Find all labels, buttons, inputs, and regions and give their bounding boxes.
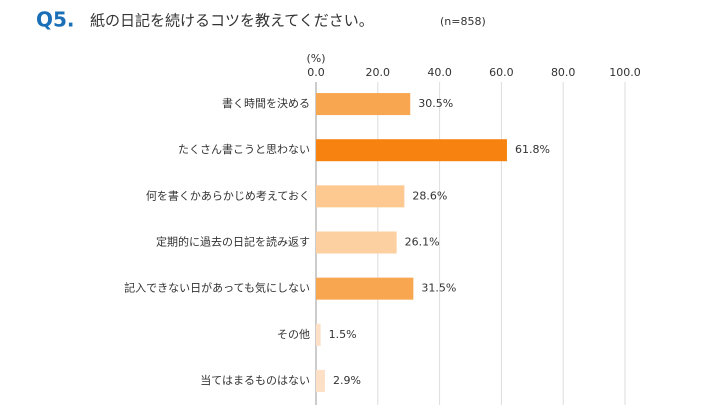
value-label: 30.5% [418,97,453,110]
x-tick-label: 0.0 [307,66,325,79]
value-label: 61.8% [515,143,550,156]
y-tick-label: 当てはまるものはない [200,373,310,387]
bar [316,323,321,346]
bar [316,277,414,300]
x-tick-label: 100.0 [609,66,641,79]
value-label: 28.6% [412,189,447,202]
y-tick-label: たくさん書こうと思わない [178,142,310,156]
x-tick-label: 80.0 [551,66,576,79]
y-tick-label: その他 [277,328,310,341]
value-label: 1.5% [329,328,357,341]
y-tick-label: 何を書くかあらかじめ考えておく [146,188,310,202]
bar [316,231,397,254]
x-tick-label: 60.0 [489,66,514,79]
bar [316,139,507,162]
y-tick-label: 書く時間を決める [222,96,310,110]
chart-subtitle: (n=858) [440,15,486,28]
x-tick-label: 20.0 [366,66,391,79]
value-label: 31.5% [421,282,456,295]
value-label: 26.1% [405,236,440,249]
x-tick-label: 40.0 [427,66,452,79]
y-tick-label: 記入できない日があっても気にしない [124,281,310,295]
chart-title: 紙の日記を続けるコツを教えてください。 [90,12,374,30]
question-number: Q5. [36,8,75,32]
bar [316,93,411,116]
value-label: 2.9% [333,374,361,387]
y-tick-label: 定期的に過去の日記を読み返す [156,235,310,249]
bar [316,369,325,392]
axis-label: (%) [306,52,325,65]
bar [316,185,405,208]
